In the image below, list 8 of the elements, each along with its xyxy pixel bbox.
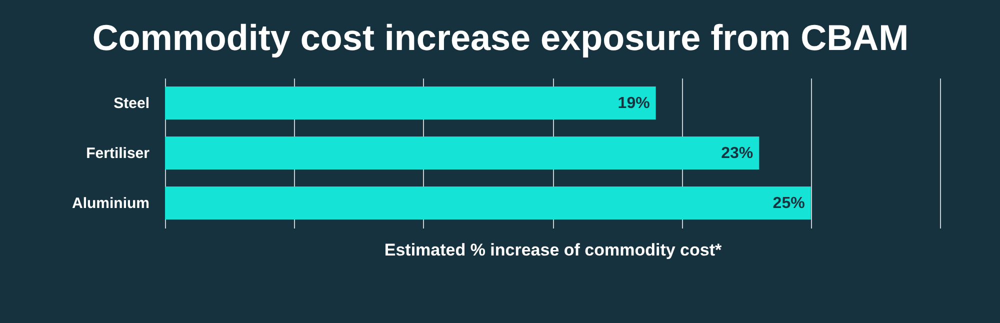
chart-title: Commodity cost increase exposure from CBAM [92, 17, 909, 58]
data-label: 19% [618, 95, 650, 112]
data-label: 25% [772, 195, 805, 212]
y-tick-label: Fertiliser [86, 145, 150, 162]
data-label: 23% [721, 145, 754, 162]
y-tick-label: Steel [114, 95, 150, 112]
y-tick-label: Aluminium [72, 195, 150, 212]
x-axis-title: Estimated % increase of commodity cost* [384, 240, 722, 260]
